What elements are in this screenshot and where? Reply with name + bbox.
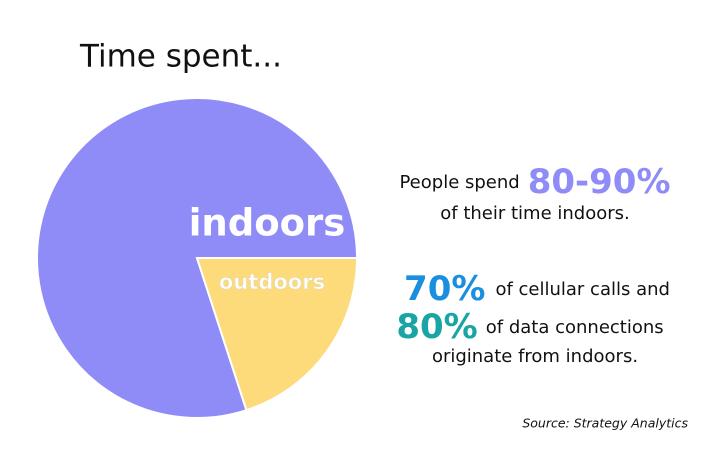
note-highlight: 80%	[396, 307, 477, 347]
note-text: of cellular calls and	[495, 279, 670, 300]
pie-slice	[195, 257, 359, 412]
note-line: 80% of data connections	[396, 307, 663, 347]
slice-label: indoors	[189, 202, 346, 245]
chart-title: Time spent...	[79, 39, 282, 75]
note-highlight: 70%	[404, 269, 485, 309]
note-text: People spend	[399, 172, 519, 193]
note-line: originate from indoors.	[432, 346, 638, 367]
note-line: 70% of cellular calls and	[404, 269, 670, 309]
slice-label: outdoors	[219, 270, 325, 294]
note-line: People spend 80-90%	[399, 162, 670, 202]
note-text: of data connections	[486, 317, 664, 338]
source: Source: Strategy Analytics	[522, 416, 688, 431]
note-line: of their time indoors.	[440, 203, 629, 224]
note-highlight: 80-90%	[528, 162, 671, 202]
pie: indoors outdoors	[36, 97, 359, 419]
